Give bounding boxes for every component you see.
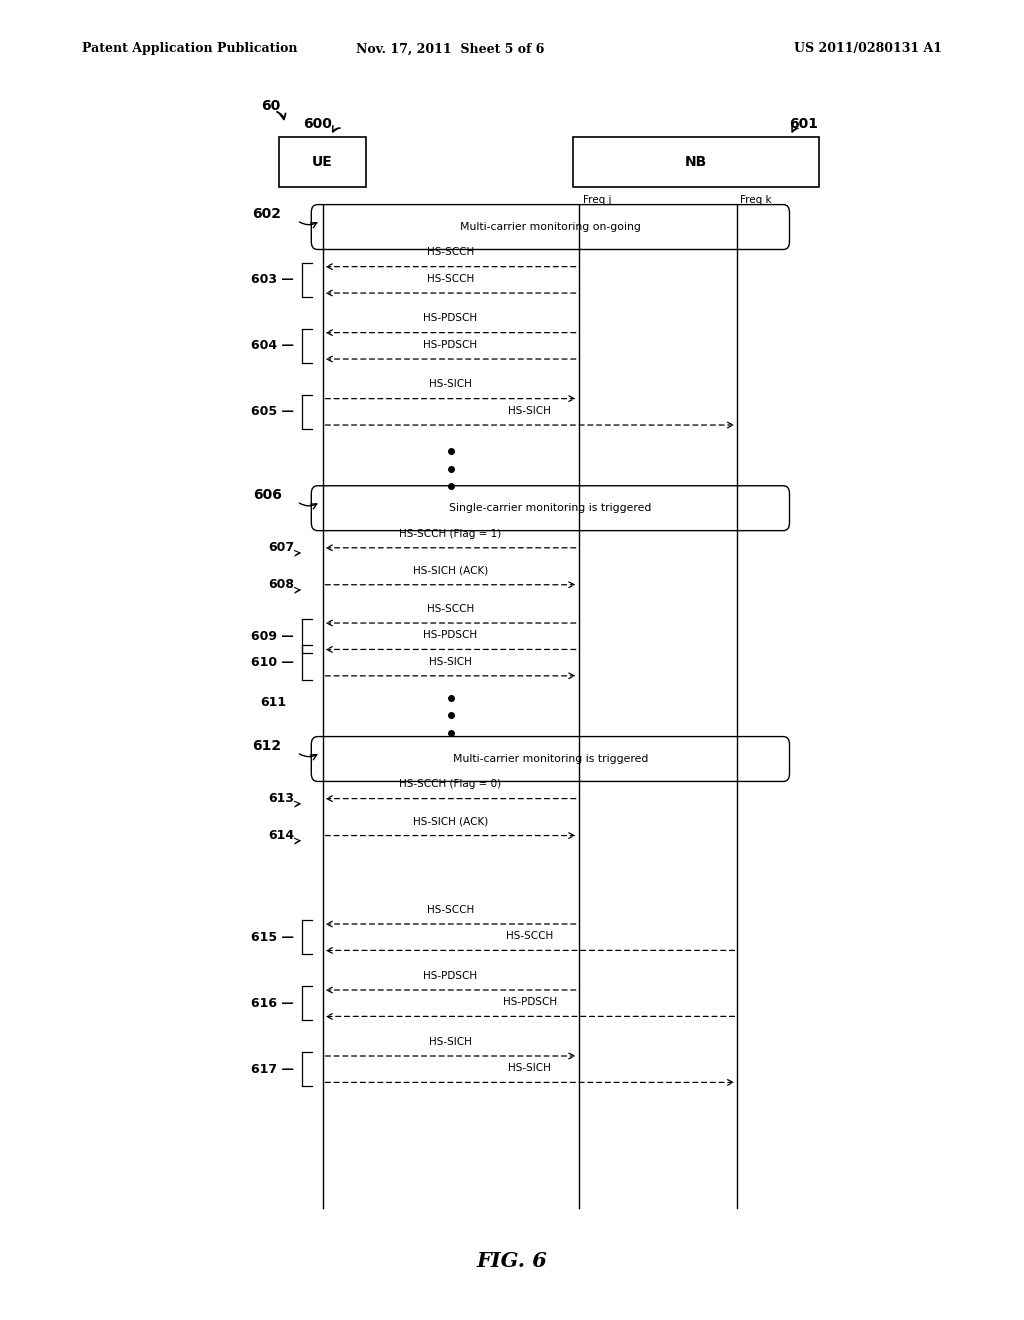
Text: HS-SCCH (Flag = 0): HS-SCCH (Flag = 0) xyxy=(399,779,502,789)
Text: HS-SICH (ACK): HS-SICH (ACK) xyxy=(413,565,488,576)
Text: US 2011/0280131 A1: US 2011/0280131 A1 xyxy=(794,42,942,55)
Text: 604 —: 604 — xyxy=(251,339,294,352)
Text: 609 —: 609 — xyxy=(251,630,294,643)
Text: 613: 613 xyxy=(268,792,294,805)
Text: HS-PDSCH: HS-PDSCH xyxy=(424,970,477,981)
Text: 616 —: 616 — xyxy=(251,997,294,1010)
Text: Multi-carrier monitoring is triggered: Multi-carrier monitoring is triggered xyxy=(453,754,648,764)
Text: HS-SCCH: HS-SCCH xyxy=(427,904,474,915)
Text: 607: 607 xyxy=(267,541,294,554)
Text: 606: 606 xyxy=(253,488,282,502)
Text: 615 —: 615 — xyxy=(251,931,294,944)
Text: HS-PDSCH: HS-PDSCH xyxy=(503,997,557,1007)
Text: 601: 601 xyxy=(790,117,818,131)
Text: 60: 60 xyxy=(261,99,281,112)
Text: 602: 602 xyxy=(253,207,282,220)
Text: 610 —: 610 — xyxy=(251,656,294,669)
FancyBboxPatch shape xyxy=(573,137,819,187)
Text: Multi-carrier monitoring on-going: Multi-carrier monitoring on-going xyxy=(460,222,641,232)
Text: Nov. 17, 2011  Sheet 5 of 6: Nov. 17, 2011 Sheet 5 of 6 xyxy=(356,42,545,55)
Text: HS-SICH: HS-SICH xyxy=(429,379,472,389)
Text: Freq j: Freq j xyxy=(583,195,611,206)
Text: 605 —: 605 — xyxy=(251,405,294,418)
Text: 603 —: 603 — xyxy=(251,273,294,286)
Text: HS-SCCH: HS-SCCH xyxy=(427,273,474,284)
FancyBboxPatch shape xyxy=(311,486,790,531)
Text: NB: NB xyxy=(685,156,708,169)
Text: UE: UE xyxy=(312,156,333,169)
Text: HS-PDSCH: HS-PDSCH xyxy=(424,313,477,323)
FancyBboxPatch shape xyxy=(311,205,790,249)
Text: 611: 611 xyxy=(260,696,287,709)
Text: HS-SICH: HS-SICH xyxy=(429,656,472,667)
Text: HS-SICH (ACK): HS-SICH (ACK) xyxy=(413,816,488,826)
Text: HS-SCCH: HS-SCCH xyxy=(427,603,474,614)
FancyBboxPatch shape xyxy=(279,137,367,187)
FancyBboxPatch shape xyxy=(311,737,790,781)
Text: HS-SCCH (Flag = 1): HS-SCCH (Flag = 1) xyxy=(399,528,502,539)
Text: 600: 600 xyxy=(303,117,332,131)
Text: 608: 608 xyxy=(268,578,294,591)
Text: HS-SCCH: HS-SCCH xyxy=(506,931,554,941)
Text: 612: 612 xyxy=(253,739,282,752)
Text: HS-SICH: HS-SICH xyxy=(429,1036,472,1047)
Text: Single-carrier monitoring is triggered: Single-carrier monitoring is triggered xyxy=(450,503,651,513)
Text: 614: 614 xyxy=(267,829,294,842)
Text: HS-PDSCH: HS-PDSCH xyxy=(424,339,477,350)
Text: HS-PDSCH: HS-PDSCH xyxy=(424,630,477,640)
Text: HS-SCCH: HS-SCCH xyxy=(427,247,474,257)
Text: Freq k: Freq k xyxy=(740,195,771,206)
Text: 617 —: 617 — xyxy=(251,1063,294,1076)
Text: HS-SICH: HS-SICH xyxy=(509,1063,551,1073)
Text: Patent Application Publication: Patent Application Publication xyxy=(82,42,297,55)
Text: FIG. 6: FIG. 6 xyxy=(476,1250,548,1271)
Text: HS-SICH: HS-SICH xyxy=(509,405,551,416)
